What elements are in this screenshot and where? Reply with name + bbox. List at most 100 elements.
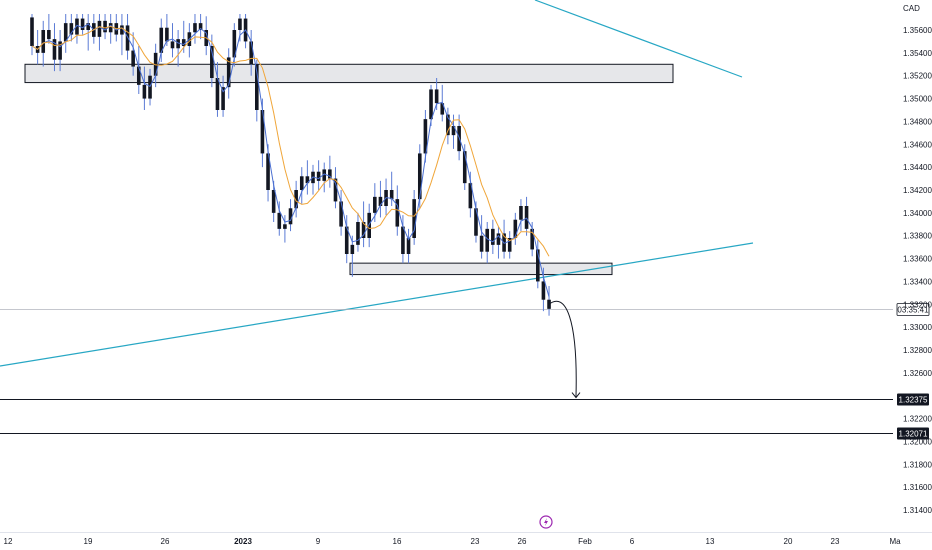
price-tick-label: 1.34600 (903, 140, 932, 149)
candle-body (294, 190, 298, 209)
candle-body (389, 190, 394, 200)
zones-layer (24, 63, 674, 276)
resistance-zone[interactable] (24, 63, 674, 84)
candle-body (440, 103, 445, 115)
candle-body (367, 212, 371, 238)
price-tick-label: 1.33800 (903, 232, 932, 241)
ascending-trendline[interactable] (0, 242, 754, 367)
candle-body (373, 196, 377, 213)
candle-body (277, 212, 282, 229)
time-tick-label: 19 (84, 537, 93, 546)
candle-body (513, 219, 518, 238)
candle-body (479, 235, 484, 252)
candle-body (193, 23, 197, 33)
candle-body (401, 226, 405, 254)
price-tick-label: 1.35600 (903, 26, 932, 35)
candle-body (468, 183, 473, 209)
projection-arrowhead (571, 392, 581, 399)
candle-body (519, 206, 523, 220)
projection-curve[interactable] (547, 300, 577, 397)
candle-body (255, 64, 259, 110)
candle-body (412, 199, 416, 238)
price-tick-label: 1.34800 (903, 117, 932, 126)
fast-moving-average (31, 23, 550, 297)
time-tick-label: 23 (471, 537, 480, 546)
candle-body (322, 169, 327, 181)
lightning-icon[interactable] (539, 515, 553, 529)
candle-body (159, 27, 164, 53)
price-tick-label: 1.32600 (903, 369, 932, 378)
time-tick-label: 13 (706, 537, 715, 546)
candle-body (288, 208, 293, 225)
time-tick-label: 16 (393, 537, 402, 546)
candle-body (136, 66, 141, 85)
candle-body (474, 208, 478, 236)
candle-body (215, 78, 220, 110)
time-tick-label: 20 (784, 537, 793, 546)
tradingview-logo[interactable] (539, 515, 553, 529)
price-tick-label: 1.35400 (903, 49, 932, 58)
price-axis[interactable]: CAD 1.35600 1.35400 1.35200 1.35000 1.34800 1… (903, 4, 932, 515)
candle-body (120, 25, 124, 35)
candle-body (462, 151, 467, 184)
time-tick-label: 2023 (234, 537, 252, 546)
price-tick-label: 1.34400 (903, 163, 932, 172)
price-tick-label: 1.33400 (903, 277, 932, 286)
price-tick-label: 1.31400 (903, 506, 932, 515)
candle-body (299, 176, 304, 190)
time-tick-label: 26 (518, 537, 527, 546)
price-tick-label: 1.31600 (903, 483, 932, 492)
currency-label: CAD (903, 4, 920, 13)
candle-body (305, 176, 310, 184)
candle-body (131, 50, 135, 67)
candle-body (232, 30, 237, 58)
price-tick-label: 1.33600 (903, 255, 932, 264)
time-tick-label: 9 (316, 537, 321, 546)
candle-body (339, 201, 343, 227)
candle-body (524, 206, 529, 229)
countdown-label: 03:35:41 (897, 306, 929, 315)
price-level-label: 1.32375 (899, 396, 928, 405)
price-tick-label: 1.35200 (903, 72, 932, 81)
price-tick-label: 1.33000 (903, 323, 932, 332)
descending-trendline[interactable] (534, 0, 743, 78)
candle-body (536, 249, 540, 282)
time-tick-label: 6 (630, 537, 635, 546)
price-tick-label: 1.33200 (903, 300, 932, 309)
candle-body (47, 30, 51, 40)
candle-body (80, 18, 85, 30)
candle-body (198, 23, 203, 30)
candle-body (103, 20, 107, 33)
candle-body (75, 18, 79, 35)
candle-body (507, 238, 512, 252)
candle-body (283, 224, 287, 229)
candle-body (249, 41, 253, 65)
price-level-tag (897, 427, 929, 440)
candle-body (271, 190, 276, 213)
time-tick-label: 26 (161, 537, 170, 546)
time-tick-label: 12 (4, 537, 13, 546)
projection-layer (547, 300, 581, 399)
candle-body (226, 57, 231, 88)
candle-body (165, 27, 169, 42)
support-zone[interactable] (349, 262, 613, 276)
moving-averages-layer (31, 23, 550, 297)
candle-body (97, 20, 102, 37)
candle-body (406, 238, 411, 254)
candle-body (491, 228, 495, 245)
candle-body (378, 196, 383, 206)
candle-body (181, 39, 186, 46)
time-axis[interactable]: 12 19 26 2023 9 16 23 26 Feb 6 13 20 23 Ma (4, 537, 902, 546)
candle-body (108, 23, 113, 33)
candles-layer (30, 14, 551, 316)
candle-body (260, 110, 265, 154)
time-tick-label: Ma (889, 537, 901, 546)
candle-body (434, 89, 439, 104)
candle-body (417, 153, 422, 200)
horizontal-lines-layer: 1.32375 1.32071 03:35:41 (0, 303, 930, 440)
candle-body (153, 52, 158, 76)
candle-body (63, 23, 68, 42)
candle-body (58, 41, 62, 60)
countdown-tag (896, 303, 930, 316)
